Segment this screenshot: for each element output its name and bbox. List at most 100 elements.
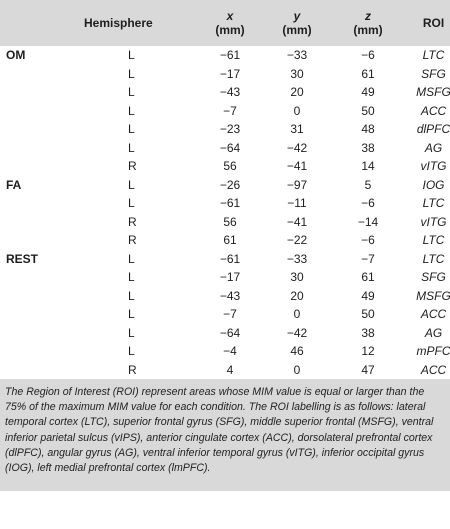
z-cell: −6 (361, 48, 375, 63)
roi-cell: LTC (422, 251, 445, 266)
x-cell: 56 (223, 214, 237, 229)
z-cell: 47 (361, 362, 375, 377)
z-cell: −14 (357, 214, 379, 229)
z-cell: 49 (361, 288, 375, 303)
hemisphere-cell: L (128, 270, 135, 285)
hemisphere-cell: L (128, 251, 135, 266)
y-cell: 30 (290, 66, 304, 81)
z-cell: 50 (361, 103, 375, 118)
x-cell: −23 (219, 122, 241, 137)
table-row: L −64 −42 38 AG (0, 139, 450, 158)
condition-cell (0, 83, 76, 102)
z-cell: 12 (361, 344, 375, 359)
roi-coordinates-table: Hemisphere x (mm) y (mm) z (mm) ROI OM L −… (0, 0, 450, 380)
y-cell: 46 (290, 344, 304, 359)
y-cell: 20 (290, 85, 304, 100)
roi-cell: vITG (420, 159, 447, 174)
hemisphere-cell: L (128, 66, 135, 81)
z-cell: 61 (361, 66, 375, 81)
y-cell: −42 (286, 140, 308, 155)
table-row: L −43 20 49 MSFG (0, 83, 450, 102)
header-x-unit: (mm) (215, 23, 245, 37)
roi-cell: LTC (422, 196, 445, 211)
table-row: R 56 −41 14 vITG (0, 157, 450, 176)
roi-cell: LTC (422, 48, 445, 63)
y-cell: 0 (293, 362, 301, 377)
y-cell: −11 (287, 196, 307, 211)
header-row: Hemisphere x (mm) y (mm) z (mm) ROI (0, 0, 450, 46)
header-x: x (mm) (199, 0, 261, 46)
table-row: L −64 −42 38 AG (0, 324, 450, 343)
condition-cell (0, 268, 76, 287)
roi-cell: LTC (422, 233, 445, 248)
y-cell: −22 (286, 233, 308, 248)
table-row: OM L −61 −33 −6 LTC (0, 46, 450, 65)
z-cell: −7 (361, 251, 375, 266)
header-z: z (mm) (333, 0, 403, 46)
x-cell: −26 (219, 177, 241, 192)
header-z-unit: (mm) (353, 23, 383, 37)
x-cell: −43 (219, 85, 241, 100)
y-cell: −41 (286, 159, 308, 174)
x-cell: −17 (219, 66, 241, 81)
x-cell: 56 (223, 159, 237, 174)
z-cell: 38 (361, 140, 375, 155)
y-cell: −97 (286, 177, 308, 192)
hemisphere-cell: L (128, 177, 135, 192)
table-row: L −17 30 61 SFG (0, 65, 450, 84)
x-cell: −43 (219, 288, 241, 303)
coordinates-table-container: Hemisphere x (mm) y (mm) z (mm) ROI OM L −… (0, 0, 450, 380)
y-cell: −33 (286, 251, 308, 266)
condition-cell (0, 324, 76, 343)
condition-cell (0, 213, 76, 232)
hemisphere-cell: R (128, 233, 137, 248)
z-cell: −6 (361, 196, 375, 211)
roi-cell: SFG (421, 66, 446, 81)
z-cell: 48 (361, 122, 375, 137)
z-cell: 14 (361, 159, 375, 174)
condition-cell (0, 361, 76, 380)
x-cell: 4 (226, 362, 234, 377)
condition-cell (0, 120, 76, 139)
z-cell: 5 (364, 177, 372, 192)
hemisphere-cell: L (128, 196, 135, 211)
condition-cell (0, 194, 76, 213)
y-cell: 0 (293, 307, 301, 322)
roi-cell: AG (424, 140, 443, 155)
y-cell: −41 (286, 214, 308, 229)
hemisphere-cell: L (128, 344, 135, 359)
x-cell: −61 (219, 251, 241, 266)
header-condition (0, 0, 76, 46)
condition-cell (0, 305, 76, 324)
x-cell: −4 (223, 344, 237, 359)
condition-cell: FA (6, 177, 22, 192)
hemisphere-cell: R (128, 214, 137, 229)
condition-cell (0, 287, 76, 306)
condition-cell (0, 157, 76, 176)
table-row: L −61 −11 −6 LTC (0, 194, 450, 213)
table-row: R 4 0 47 ACC (0, 361, 450, 380)
table-row: L −4 46 12 mPFC (0, 342, 450, 361)
condition-cell (0, 139, 76, 158)
hemisphere-cell: L (128, 325, 135, 340)
footnote-text: The Region of Interest (ROI) represent a… (5, 386, 434, 475)
hemisphere-cell: L (128, 103, 135, 118)
roi-cell: ACC (420, 103, 447, 118)
x-cell: −17 (219, 270, 241, 285)
z-cell: 61 (361, 270, 375, 285)
hemisphere-cell: L (128, 288, 135, 303)
header-y: y (mm) (261, 0, 333, 46)
table-row: L −43 20 49 MSFG (0, 287, 450, 306)
condition-cell: OM (6, 48, 26, 63)
hemisphere-cell: L (128, 85, 135, 100)
roi-cell: mPFC (416, 344, 450, 359)
header-z-label: z (365, 9, 371, 23)
table-row: FA L −26 −97 5 IOG (0, 176, 450, 195)
roi-cell: MSFG (416, 85, 450, 100)
roi-cell: dlPFC (416, 122, 450, 137)
x-cell: −61 (219, 48, 241, 63)
y-cell: 31 (290, 122, 304, 137)
condition-cell (0, 65, 76, 84)
x-cell: −7 (223, 103, 237, 118)
header-hemisphere: Hemisphere (76, 0, 199, 46)
